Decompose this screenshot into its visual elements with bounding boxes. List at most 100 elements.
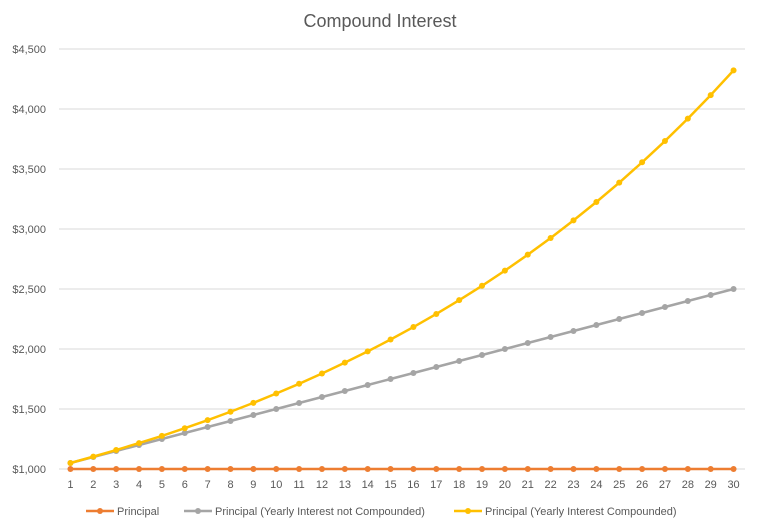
data-point — [90, 466, 97, 472]
y-tick-label: $3,000 — [12, 224, 46, 236]
chart-title: Compound Interest — [303, 11, 456, 31]
legend-marker — [195, 508, 201, 514]
data-point — [639, 159, 646, 166]
data-point — [501, 267, 508, 274]
x-tick-label: 18 — [453, 479, 465, 491]
data-point — [684, 466, 691, 472]
data-point — [387, 466, 394, 472]
x-tick-label: 6 — [182, 479, 188, 491]
data-point — [113, 466, 120, 472]
legend-marker — [97, 508, 103, 514]
data-point — [250, 399, 257, 406]
x-tick-label: 1 — [67, 479, 73, 491]
y-tick-label: $4,500 — [12, 44, 46, 56]
data-point — [456, 466, 463, 472]
x-tick-label: 14 — [362, 479, 374, 491]
legend-item: Principal (Yearly Interest Compounded) — [454, 506, 677, 518]
data-point — [730, 466, 737, 472]
data-point — [593, 199, 600, 205]
data-point — [707, 92, 714, 99]
data-point — [227, 418, 234, 424]
data-point — [570, 328, 577, 334]
x-tick-label: 21 — [522, 479, 534, 491]
data-point — [273, 406, 280, 412]
data-point — [730, 286, 737, 292]
data-point — [136, 466, 143, 472]
x-tick-label: 24 — [590, 479, 602, 491]
data-point — [547, 466, 554, 472]
data-point — [616, 316, 623, 322]
data-point — [410, 466, 417, 472]
legend-label: Principal (Yearly Interest Compounded) — [485, 506, 677, 518]
x-tick-label: 20 — [499, 479, 511, 491]
x-tick-label: 16 — [407, 479, 419, 491]
data-point — [684, 298, 691, 304]
data-point — [661, 138, 668, 145]
data-point — [479, 352, 486, 358]
x-tick-label: 30 — [727, 479, 739, 491]
data-point — [433, 466, 440, 472]
x-tick-label: 10 — [270, 479, 282, 491]
series-3 — [67, 67, 737, 466]
x-tick-label: 27 — [659, 479, 671, 491]
x-tick-label: 7 — [205, 479, 211, 491]
x-tick-label: 9 — [250, 479, 256, 491]
data-point — [113, 447, 120, 454]
data-point — [570, 466, 577, 472]
x-tick-label: 12 — [316, 479, 328, 491]
data-point — [318, 394, 325, 400]
gridlines — [59, 48, 745, 470]
data-point — [524, 466, 531, 472]
legend-label: Principal — [117, 506, 159, 518]
data-point — [136, 440, 143, 447]
x-axis-tick-labels: 1 2 3 4 5 6 7 8 9 10 11 12 13 14 15 16 17 18 19 20 21 22 23 24 2… — [67, 479, 739, 491]
y-tick-label: $3,500 — [12, 164, 46, 176]
x-tick-label: 23 — [567, 479, 579, 491]
data-point — [364, 382, 371, 388]
data-point — [273, 390, 280, 397]
data-point — [318, 370, 325, 377]
data-point — [341, 359, 348, 366]
data-point — [684, 115, 691, 122]
data-point — [250, 412, 257, 418]
data-point — [501, 346, 508, 352]
x-tick-label: 22 — [545, 479, 557, 491]
series-line — [70, 287, 734, 465]
x-tick-label: 17 — [430, 479, 442, 491]
y-tick-label: $1,000 — [12, 464, 46, 476]
data-point — [364, 348, 371, 355]
data-point — [273, 466, 280, 472]
data-point — [67, 460, 74, 466]
data-point — [639, 310, 646, 316]
data-point — [661, 304, 668, 310]
series-line — [70, 69, 735, 465]
x-tick-label: 5 — [159, 479, 165, 491]
data-point — [433, 310, 440, 317]
x-tick-label: 13 — [339, 479, 351, 491]
data-point — [730, 67, 737, 74]
data-point — [661, 466, 668, 472]
y-tick-label: $2,000 — [12, 344, 46, 356]
data-point — [204, 417, 211, 424]
x-tick-label: 28 — [682, 479, 694, 491]
series-2 — [67, 286, 737, 466]
data-point — [387, 336, 394, 343]
x-tick-label: 2 — [90, 479, 96, 491]
data-point — [479, 282, 486, 289]
data-point — [707, 292, 714, 298]
data-point — [433, 364, 440, 370]
data-point — [593, 322, 600, 328]
data-point — [204, 466, 211, 472]
data-point — [250, 466, 257, 472]
data-point — [501, 466, 508, 472]
data-point — [456, 358, 463, 364]
legend-marker — [465, 508, 471, 514]
data-point — [296, 400, 303, 406]
x-tick-label: 19 — [476, 479, 488, 491]
data-point — [296, 380, 303, 387]
data-point — [547, 235, 554, 241]
series-1 — [67, 466, 737, 472]
data-point — [227, 466, 234, 472]
data-point — [524, 251, 531, 258]
